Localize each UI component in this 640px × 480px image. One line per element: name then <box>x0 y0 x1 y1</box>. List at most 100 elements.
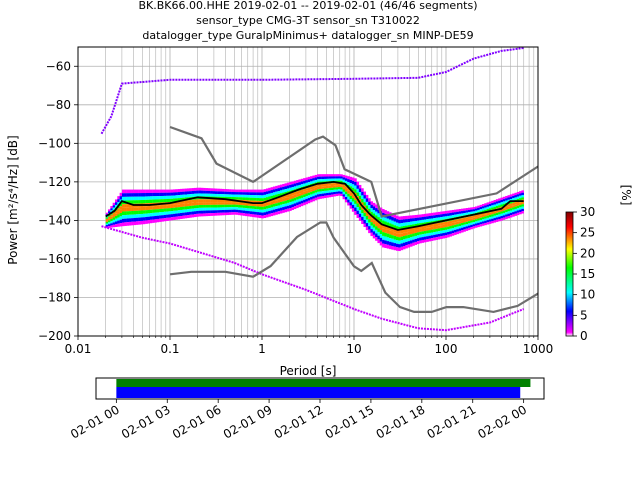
density-cell <box>493 211 497 214</box>
density-cell <box>128 218 132 222</box>
density-cell <box>461 225 464 228</box>
density-cell <box>145 189 148 194</box>
density-cell <box>131 218 134 222</box>
density-cell <box>386 241 390 245</box>
density-cell <box>272 186 276 190</box>
density-cell <box>430 212 434 216</box>
density-cell <box>447 215 450 219</box>
density-cell <box>451 220 455 223</box>
density-cell <box>379 226 383 231</box>
density-cell <box>207 190 211 194</box>
density-cell <box>198 187 202 191</box>
density-cell <box>193 214 197 218</box>
density-cell <box>317 189 320 192</box>
density-cell <box>256 189 260 193</box>
density-cell <box>398 233 401 238</box>
density-cell <box>207 202 211 205</box>
density-cell <box>458 230 462 234</box>
density-cell <box>326 188 329 191</box>
density-cell <box>254 195 257 198</box>
density-cell <box>307 187 311 191</box>
density-cell <box>365 205 369 209</box>
density-cell <box>454 219 457 223</box>
density-cell <box>382 232 385 236</box>
density-cell <box>293 194 297 198</box>
density-cell <box>182 188 185 192</box>
density-cell <box>433 237 436 241</box>
density-cell <box>219 212 223 216</box>
density-cell <box>321 193 325 197</box>
density-cell <box>361 188 364 192</box>
density-cell <box>275 211 278 215</box>
density-cell <box>235 192 239 195</box>
density-cell <box>358 188 362 193</box>
density-cell <box>340 187 343 190</box>
density-cell <box>451 233 455 236</box>
density-cell <box>231 202 234 205</box>
density-cell <box>505 214 508 217</box>
density-cell <box>458 213 462 217</box>
density-cell <box>133 221 137 226</box>
density-cell <box>498 218 501 222</box>
density-cell <box>270 204 274 208</box>
density-cell <box>242 197 246 201</box>
density-cell <box>235 194 239 198</box>
density-cell <box>428 230 432 233</box>
density-cell <box>407 231 411 235</box>
density-cell <box>303 199 306 203</box>
density-cell <box>372 209 376 214</box>
density-cell <box>500 199 504 203</box>
density-cell <box>416 235 420 239</box>
density-cell <box>254 200 257 204</box>
density-cell <box>437 211 441 215</box>
density-cell <box>493 213 497 216</box>
density-cell <box>286 188 290 192</box>
density-cell <box>310 178 313 182</box>
density-cell <box>303 194 306 198</box>
density-cell <box>430 215 434 219</box>
density-cell <box>384 221 387 226</box>
density-cell <box>333 183 336 186</box>
density-cell <box>470 218 473 221</box>
density-cell <box>486 209 490 212</box>
density-cell <box>354 211 357 215</box>
density-cell <box>245 194 248 198</box>
density-cell <box>305 188 308 191</box>
density-cell <box>507 195 511 198</box>
density-cell <box>419 220 422 224</box>
density-cell <box>184 203 188 207</box>
density-cell <box>170 211 174 215</box>
density-cell <box>135 193 139 197</box>
density-cell <box>330 178 334 181</box>
density-cell <box>386 214 390 219</box>
density-cell <box>191 202 195 206</box>
density-cell <box>119 223 123 227</box>
density-cell <box>207 193 211 197</box>
density-cell <box>349 202 353 206</box>
density-cell <box>361 202 364 207</box>
density-cell <box>268 210 271 214</box>
density-cell <box>154 196 157 200</box>
x-tick-label: 0.01 <box>65 342 92 356</box>
density-cell <box>233 204 236 208</box>
density-cell <box>451 215 455 218</box>
density-cell <box>256 209 260 213</box>
density-cell <box>317 194 320 197</box>
density-cell <box>437 225 441 229</box>
density-cell <box>258 198 262 201</box>
density-cell <box>149 213 153 217</box>
density-cell <box>135 210 139 215</box>
density-cell <box>426 219 429 223</box>
density-cell <box>391 235 394 239</box>
density-cell <box>386 233 390 238</box>
density-cell <box>481 206 485 209</box>
density-cell <box>442 216 445 220</box>
density-cell <box>128 211 132 215</box>
density-cell <box>108 216 111 219</box>
density-cell <box>484 214 487 217</box>
density-cell <box>307 197 311 201</box>
density-cell <box>481 208 485 211</box>
density-cell <box>149 209 153 214</box>
density-cell <box>166 189 169 193</box>
